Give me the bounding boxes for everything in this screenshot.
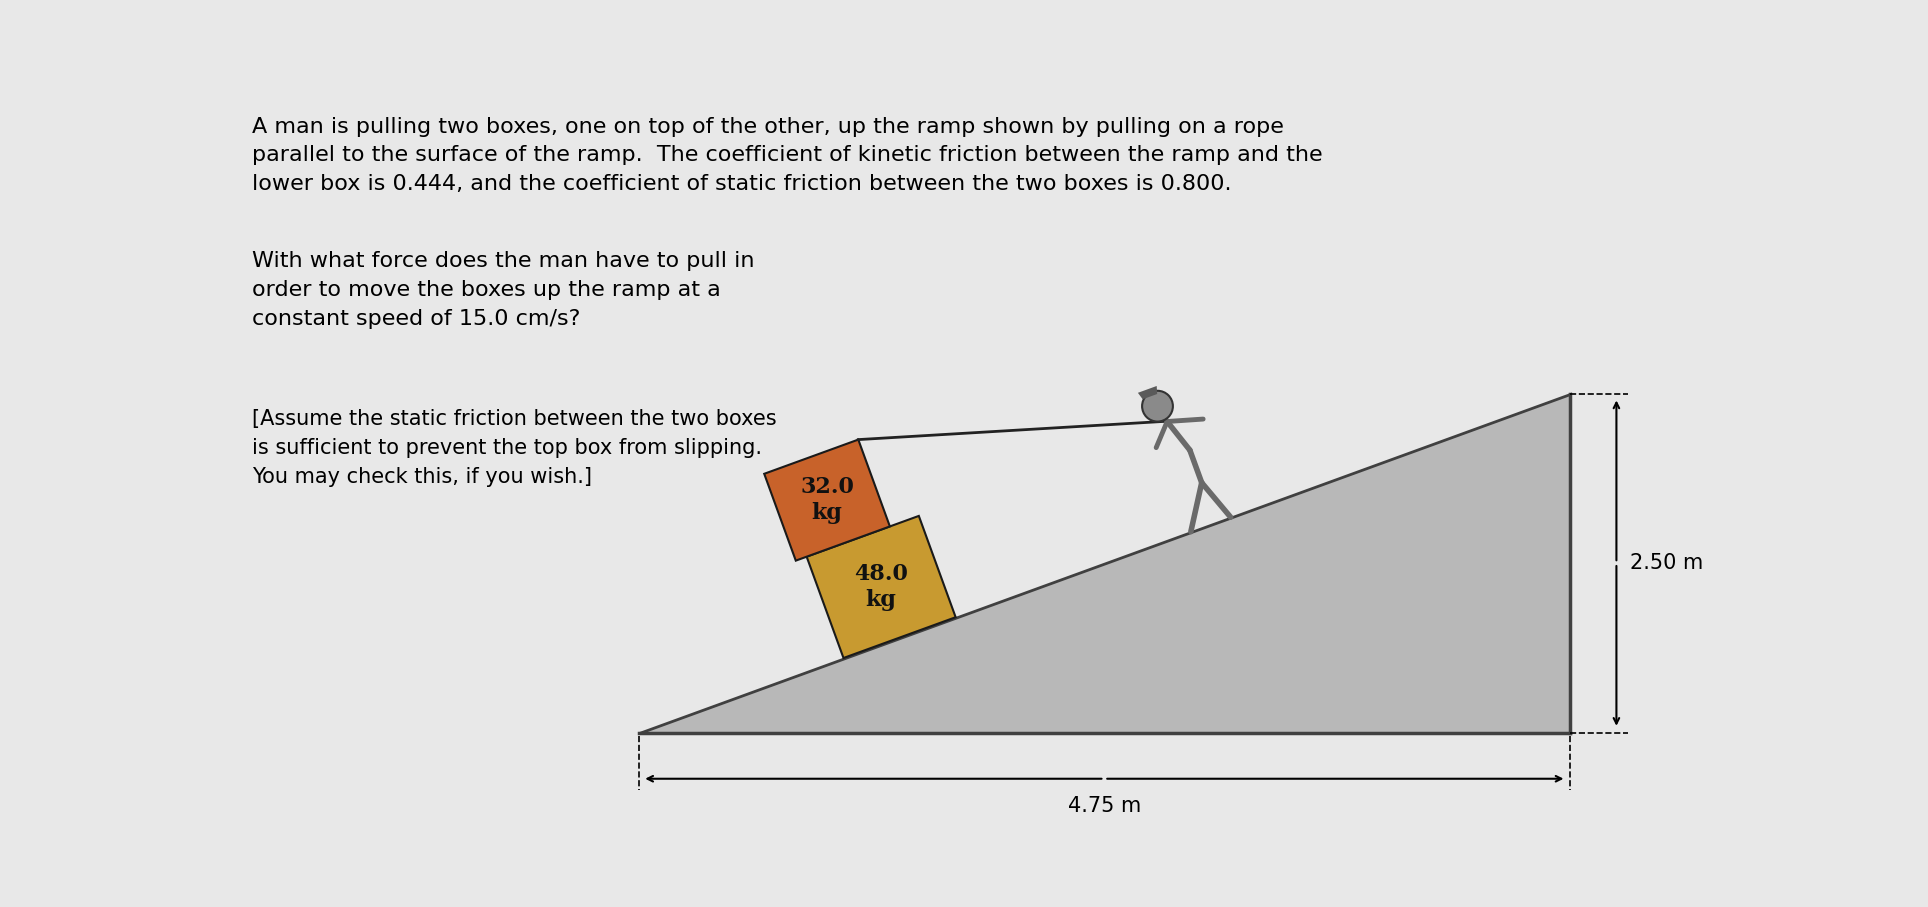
Text: With what force does the man have to pull in
order to move the boxes up the ramp: With what force does the man have to pul… [253, 251, 754, 329]
Text: 32.0
kg: 32.0 kg [800, 476, 854, 524]
Polygon shape [1138, 386, 1157, 399]
Polygon shape [806, 516, 956, 658]
Polygon shape [763, 440, 891, 561]
Text: [Assume the static friction between the two boxes
is sufficient to prevent the t: [Assume the static friction between the … [253, 409, 777, 487]
Circle shape [1141, 391, 1172, 422]
Text: 48.0
kg: 48.0 kg [854, 563, 908, 610]
Text: 2.50 m: 2.50 m [1631, 553, 1704, 573]
Text: A man is pulling two boxes, one on top of the other, up the ramp shown by pullin: A man is pulling two boxes, one on top o… [253, 116, 1323, 194]
Text: 4.75 m: 4.75 m [1068, 795, 1141, 815]
Polygon shape [638, 394, 1569, 733]
